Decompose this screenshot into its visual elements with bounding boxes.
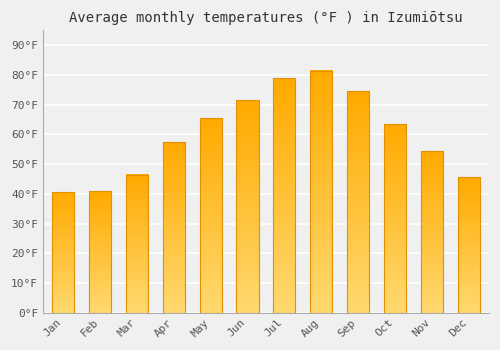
Bar (52, 193, 74, 313)
Title: Average monthly temperatures (°F ) in Izumiōtsu: Average monthly temperatures (°F ) in Iz… (69, 11, 462, 25)
Bar (420, 151, 443, 313)
Bar (126, 175, 148, 313)
Bar (458, 177, 479, 313)
Bar (162, 142, 185, 313)
Bar (274, 78, 295, 313)
Bar (347, 91, 369, 313)
Bar (310, 71, 332, 313)
Bar (89, 191, 111, 313)
Bar (200, 118, 222, 313)
Bar (236, 100, 258, 313)
Bar (384, 124, 406, 313)
